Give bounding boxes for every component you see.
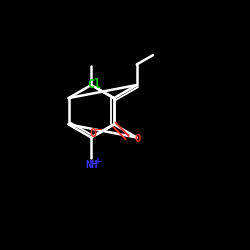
Text: Cl: Cl [87,78,102,92]
Text: −: − [94,125,103,135]
Text: NH: NH [85,160,98,170]
Text: +: + [94,157,102,166]
Text: O: O [135,134,141,144]
Text: O: O [89,127,96,140]
